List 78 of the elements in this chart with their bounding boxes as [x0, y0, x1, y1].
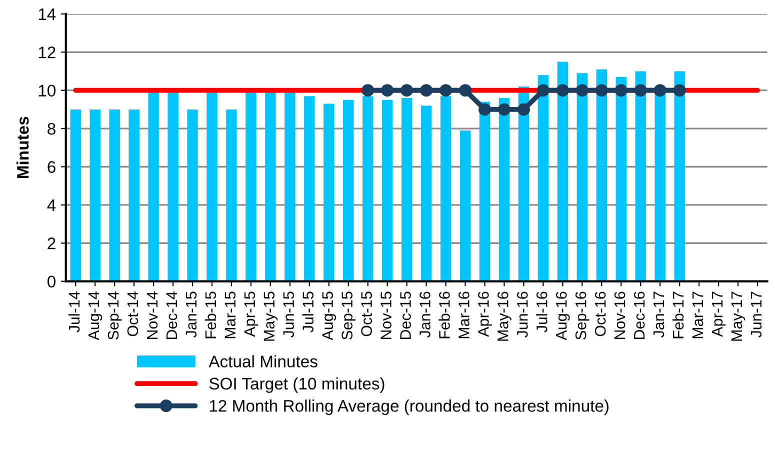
y-tick-label: 2 — [48, 238, 56, 250]
x-tick-label: Jul-16 — [536, 292, 548, 332]
bar — [168, 92, 178, 282]
x-tick-label: Apr-16 — [478, 292, 492, 337]
bar — [538, 75, 549, 282]
x-tick-label: Apr-17 — [712, 292, 726, 337]
x-tick-label: May-15 — [264, 292, 278, 341]
bar — [382, 100, 393, 282]
x-tick-label: Aug-15 — [322, 292, 336, 340]
x-tick-label: Jan-17 — [654, 292, 664, 338]
x-tick-label: Dec-15 — [400, 292, 411, 340]
bar — [265, 92, 276, 282]
bar — [674, 71, 685, 282]
x-tick-label: May-17 — [731, 292, 746, 341]
y-axis-title: Minutes — [16, 116, 29, 178]
bar — [206, 92, 218, 282]
x-tick-label: Feb-17 — [672, 292, 684, 338]
x-tick-label: Dec-14 — [166, 291, 178, 340]
x-tick-label: May-16 — [498, 292, 512, 341]
bar — [109, 109, 120, 282]
x-tick-label: Dec-16 — [634, 292, 645, 340]
bar — [324, 104, 334, 282]
y-tick-label: 14 — [38, 8, 56, 20]
x-tick-label: Mar-17 — [692, 292, 704, 338]
bar — [576, 73, 588, 282]
x-tick-label: Jan-16 — [420, 292, 430, 338]
bar — [616, 76, 626, 282]
bar — [343, 100, 354, 282]
bar — [187, 109, 198, 282]
bar — [70, 109, 81, 282]
x-tick-label: Jun-16 — [517, 292, 528, 338]
x-tick-label: Aug-16 — [556, 292, 570, 340]
bar — [420, 106, 432, 282]
bar — [596, 69, 608, 282]
x-tick-label: Oct-16 — [594, 292, 606, 336]
x-tick-label: Jan-15 — [186, 292, 197, 338]
bar — [148, 92, 159, 282]
bar — [246, 92, 256, 282]
bar — [557, 62, 568, 282]
legend-label: SOI Target (10 minutes) — [209, 377, 384, 393]
bar — [635, 71, 646, 282]
x-tick-label: Oct-14 — [127, 291, 138, 336]
y-tick-label: 12 — [38, 46, 56, 58]
bar — [304, 96, 315, 282]
legend-label: 12 Month Rolling Average (rounded to nearest minute) — [210, 400, 608, 416]
x-tick-label: Nov-16 — [614, 292, 626, 340]
bar — [90, 109, 100, 282]
bar — [479, 102, 490, 282]
x-tick-label: Nov-15 — [380, 292, 392, 340]
bar — [498, 98, 510, 282]
x-tick-label: Mar-15 — [224, 292, 236, 338]
x-tick-label: Jul-15 — [302, 292, 314, 332]
x-tick-label: Apr-15 — [244, 292, 258, 337]
bar — [401, 98, 412, 282]
legend-label: Actual Minutes — [208, 355, 318, 368]
y-tick-label: 8 — [48, 122, 56, 135]
x-tick-label: Nov-14 — [146, 291, 158, 340]
bar — [284, 92, 296, 282]
y-tick-label: 10 — [38, 84, 56, 97]
bar — [362, 96, 374, 282]
x-tick-label: Sep-16 — [575, 292, 590, 340]
x-tick-label: Sep-14 — [108, 291, 122, 340]
x-tick-label: Feb-16 — [438, 292, 450, 338]
x-tick-label: Aug-14 — [88, 291, 102, 340]
x-tick-label: Jun-15 — [283, 292, 294, 338]
x-tick-label: Sep-15 — [342, 292, 356, 340]
x-tick-label: Jun-17 — [750, 292, 762, 338]
x-tick-label: Jul-14 — [68, 291, 80, 332]
x-tick-label: Feb-15 — [204, 292, 216, 338]
bar — [440, 96, 452, 282]
bar — [128, 109, 140, 282]
y-tick-label: 0 — [48, 276, 56, 288]
bar — [460, 130, 471, 282]
y-tick-label: 4 — [47, 200, 56, 211]
bar — [226, 109, 237, 282]
x-tick-label: Mar-16 — [458, 292, 470, 338]
y-tick-label: 6 — [48, 161, 56, 173]
x-tick-label: Oct-15 — [361, 292, 372, 336]
